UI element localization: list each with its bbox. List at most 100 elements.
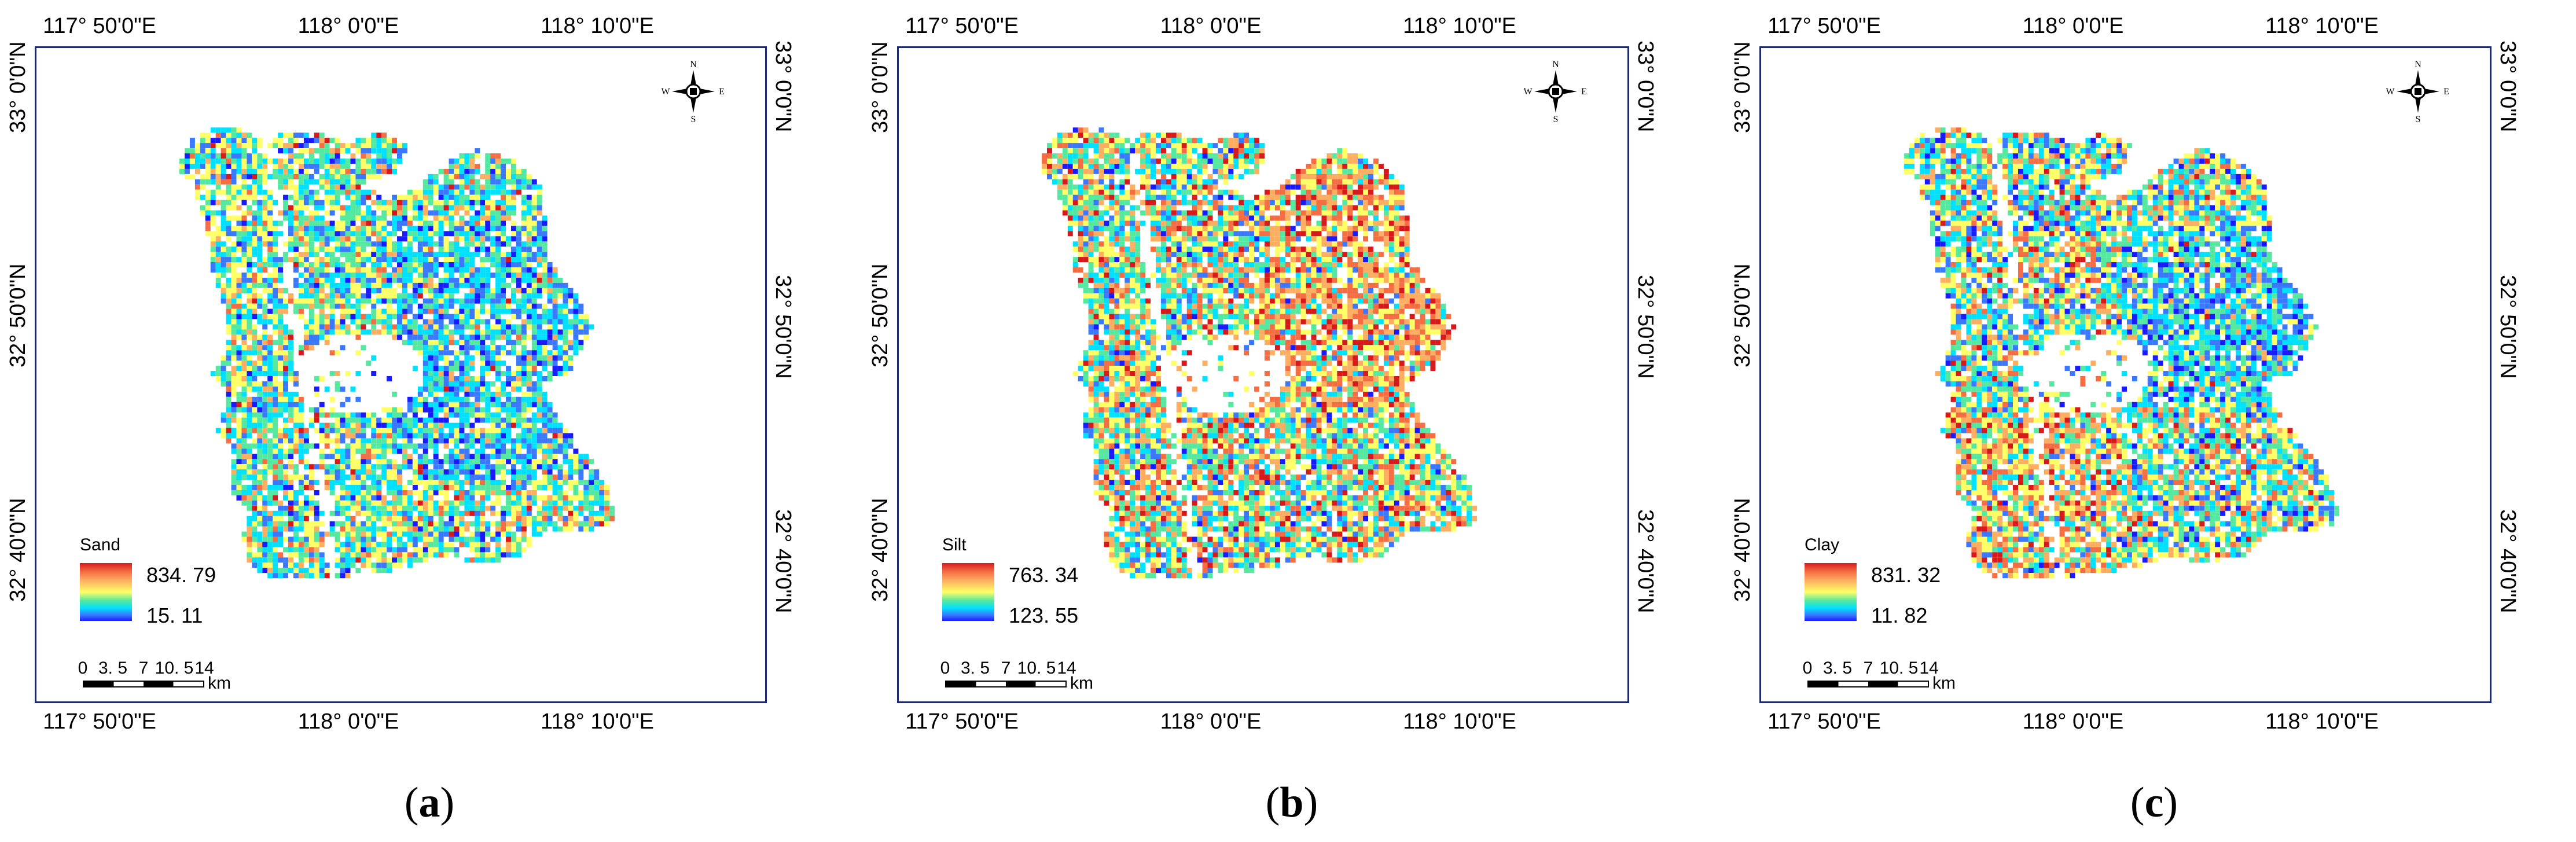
raster-cell bbox=[273, 536, 278, 542]
raster-cell bbox=[252, 163, 258, 169]
raster-cell bbox=[464, 542, 470, 547]
raster-cell bbox=[350, 412, 356, 418]
raster-cell bbox=[345, 314, 351, 319]
raster-cell bbox=[449, 396, 454, 402]
raster-cell bbox=[407, 189, 413, 195]
raster-cell bbox=[387, 536, 392, 542]
raster-cell bbox=[422, 459, 428, 465]
raster-cell bbox=[314, 133, 319, 138]
raster-cell bbox=[303, 516, 309, 521]
raster-cell bbox=[573, 454, 579, 459]
raster-cell bbox=[387, 200, 392, 205]
raster-cell bbox=[469, 542, 475, 547]
raster-cell bbox=[262, 557, 268, 563]
raster-cell bbox=[443, 547, 449, 553]
raster-cell bbox=[200, 158, 205, 164]
raster-cell bbox=[236, 484, 242, 490]
raster-cell bbox=[412, 319, 418, 325]
raster-cell bbox=[449, 226, 454, 231]
raster-cell bbox=[361, 464, 366, 470]
raster-cell bbox=[329, 526, 335, 532]
raster-cell bbox=[495, 396, 501, 402]
raster-cell bbox=[298, 252, 304, 258]
raster-cell bbox=[1166, 153, 1171, 159]
raster-cell bbox=[407, 526, 413, 532]
raster-cell bbox=[480, 334, 486, 340]
raster-cell bbox=[1151, 148, 1156, 154]
raster-cell bbox=[350, 505, 356, 511]
raster-cell bbox=[397, 433, 402, 439]
raster-cell bbox=[319, 531, 325, 537]
raster-cell bbox=[480, 288, 486, 293]
raster-cell bbox=[350, 143, 356, 149]
raster-cell bbox=[469, 443, 475, 449]
raster-cell bbox=[267, 215, 273, 221]
raster-cell bbox=[371, 552, 377, 558]
raster-cell bbox=[397, 334, 402, 340]
raster-cell bbox=[247, 174, 252, 179]
raster-cell bbox=[490, 293, 496, 299]
raster-cell bbox=[262, 536, 268, 542]
raster-cell bbox=[283, 376, 289, 381]
raster-cell bbox=[552, 510, 558, 516]
raster-cell bbox=[314, 168, 319, 174]
raster-cell bbox=[319, 319, 325, 325]
raster-cell bbox=[298, 454, 304, 459]
raster-cell bbox=[495, 153, 501, 159]
raster-cell bbox=[1093, 158, 1099, 164]
raster-cell bbox=[506, 391, 511, 397]
raster-cell bbox=[376, 552, 382, 558]
raster-cell bbox=[521, 168, 527, 174]
raster-cell bbox=[501, 288, 506, 293]
raster-cell bbox=[438, 194, 444, 200]
raster-cell bbox=[241, 484, 247, 490]
raster-cell bbox=[557, 469, 563, 475]
raster-cell bbox=[366, 547, 372, 553]
raster-cell bbox=[449, 179, 454, 185]
raster-cell bbox=[1052, 179, 1057, 185]
raster-cell bbox=[1373, 168, 1379, 174]
raster-cell bbox=[412, 428, 418, 433]
raster-cell bbox=[324, 220, 330, 226]
raster-cell bbox=[247, 194, 252, 200]
raster-cell bbox=[376, 153, 382, 159]
raster-cell bbox=[288, 194, 293, 200]
raster-cell bbox=[485, 257, 491, 263]
raster-cell bbox=[449, 500, 454, 506]
raster-cell bbox=[381, 557, 387, 563]
raster-cell bbox=[241, 329, 247, 335]
raster-cell bbox=[298, 402, 304, 407]
raster-cell bbox=[262, 562, 268, 568]
raster-cell bbox=[319, 215, 325, 221]
raster-cell bbox=[443, 205, 449, 211]
raster-cell bbox=[350, 277, 356, 283]
raster-cell bbox=[308, 200, 314, 205]
raster-cell bbox=[278, 350, 284, 356]
raster-cell bbox=[490, 226, 496, 231]
raster-cell bbox=[392, 391, 398, 397]
raster-cell bbox=[205, 163, 211, 169]
raster-cell bbox=[485, 231, 491, 237]
raster-cell bbox=[278, 516, 284, 521]
raster-cell bbox=[454, 158, 460, 164]
raster-cell bbox=[340, 168, 346, 174]
raster-cell bbox=[387, 459, 392, 465]
raster-cell bbox=[516, 422, 521, 428]
raster-cell bbox=[568, 484, 574, 490]
raster-cell bbox=[422, 247, 428, 252]
raster-cell bbox=[273, 355, 278, 361]
map-frame: N S E W Silt 763. 34 123. 55 0 3. 5 7 10. 5… bbox=[897, 46, 1629, 703]
raster-cell bbox=[1202, 189, 1208, 195]
raster-cell bbox=[257, 547, 263, 553]
raster-cell bbox=[1166, 189, 1171, 195]
raster-cell bbox=[257, 138, 263, 144]
raster-cell bbox=[319, 174, 325, 179]
raster-cell bbox=[475, 247, 480, 252]
raster-cell bbox=[314, 557, 319, 563]
raster-cell bbox=[324, 153, 330, 159]
raster-cell bbox=[536, 262, 542, 267]
raster-cell bbox=[433, 319, 439, 325]
raster-cell bbox=[273, 510, 278, 516]
raster-cell bbox=[324, 194, 330, 200]
raster-cell bbox=[459, 189, 465, 195]
